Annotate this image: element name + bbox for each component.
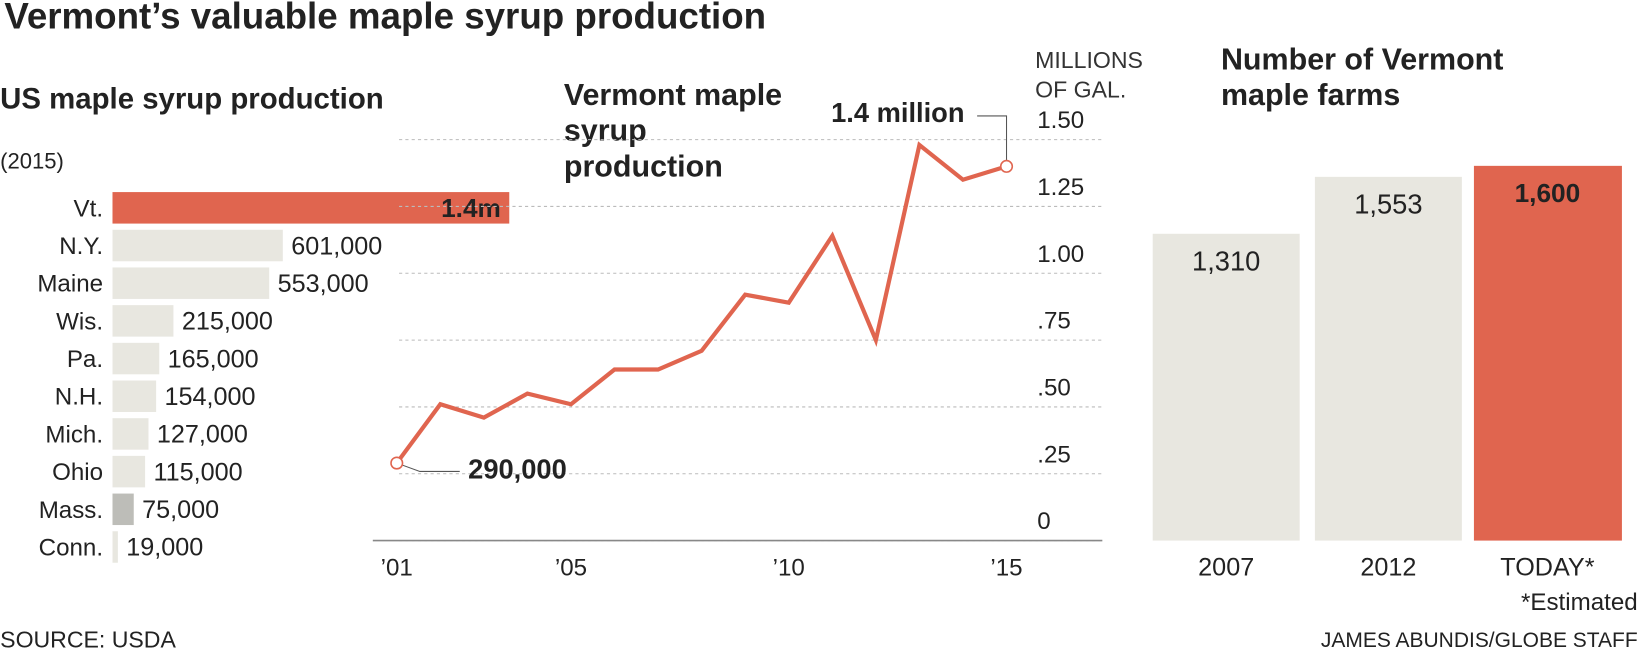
category-label: N.H. xyxy=(55,384,103,411)
category-label: N.Y. xyxy=(59,233,103,260)
category-label: Mich. xyxy=(45,421,103,448)
category-label: Wis. xyxy=(56,308,103,335)
category-label: Pa. xyxy=(67,346,103,373)
x-tick-label: ’05 xyxy=(555,554,587,581)
value-label: 601,000 xyxy=(291,232,382,260)
category-label: Conn. xyxy=(39,534,103,561)
category-label: Mass. xyxy=(39,497,103,524)
y-axis-label: MILLIONS OF GAL. xyxy=(1035,47,1143,103)
bar xyxy=(112,455,146,488)
leader-line xyxy=(977,115,1008,167)
value-label: 75,000 xyxy=(142,496,219,524)
note: *Estimated xyxy=(1521,589,1638,616)
category-label: 2007 xyxy=(1198,554,1254,582)
category-label: 2012 xyxy=(1360,554,1416,582)
chart-title: Vermont maple syrup production xyxy=(563,78,783,184)
value-label: 115,000 xyxy=(153,458,242,486)
y-label-box: MILLIONS OF GAL. xyxy=(1035,47,1143,103)
y-tick-label: 1.00 xyxy=(1037,241,1084,268)
x-tick-label: ’15 xyxy=(990,554,1022,581)
source: SOURCE: USDA xyxy=(0,626,176,652)
y-tick-label: .50 xyxy=(1037,374,1071,401)
end-marker xyxy=(390,456,404,470)
chart-title: US maple syrup production xyxy=(0,83,384,116)
value-label: 127,000 xyxy=(157,421,248,449)
value-label: 215,000 xyxy=(182,308,273,336)
bar xyxy=(112,493,134,526)
y-tick-label: .25 xyxy=(1037,441,1071,468)
category-label: TODAY* xyxy=(1500,554,1594,582)
bar xyxy=(112,229,283,262)
annotation: 1.4 million xyxy=(831,97,964,128)
line xyxy=(395,141,1008,465)
bar xyxy=(112,192,510,224)
value-label: 1.4m xyxy=(441,193,501,223)
y-tick-label: 0 xyxy=(1037,508,1050,535)
y-tick-label: 1.25 xyxy=(1037,174,1084,201)
category-label: Vt. xyxy=(74,195,103,222)
annotation: 290,000 xyxy=(468,454,567,485)
bar xyxy=(112,418,149,450)
chart-subtitle: (2015) xyxy=(0,149,64,174)
value-label: 1,553 xyxy=(1354,188,1422,219)
value-label: 154,000 xyxy=(165,383,256,411)
chart-title: Number of Vermont maple farms xyxy=(1220,43,1504,113)
chart-title-box: Vermont maple syrup production xyxy=(563,78,783,184)
y-tick-label: 1.50 xyxy=(1037,107,1084,134)
x-tick-label: ’10 xyxy=(773,554,805,581)
bar xyxy=(112,531,118,563)
category-label: Ohio xyxy=(52,459,103,486)
category-label: Maine xyxy=(37,271,103,298)
x-tick-label: ’01 xyxy=(381,554,413,581)
value-label: 1,600 xyxy=(1515,178,1581,208)
chart-title-box: Number of Vermont maple farms xyxy=(1220,43,1504,113)
bar xyxy=(1473,165,1622,541)
bar xyxy=(112,380,157,412)
value-label: 165,000 xyxy=(168,345,259,373)
end-marker xyxy=(999,159,1014,173)
value-label: 1,310 xyxy=(1192,245,1260,276)
bar xyxy=(1314,176,1462,541)
leader-line xyxy=(396,462,460,472)
credit: JAMES ABUNDIS/GLOBE STAFF xyxy=(1321,629,1638,652)
bar xyxy=(112,342,160,375)
value-label: 19,000 xyxy=(126,534,203,562)
value-label: 553,000 xyxy=(278,270,369,298)
bar xyxy=(112,305,174,337)
y-tick-label: .75 xyxy=(1037,308,1071,335)
main-title: Vermont’s valuable maple syrup productio… xyxy=(4,0,766,37)
bar xyxy=(112,267,270,299)
bar xyxy=(1152,233,1300,541)
